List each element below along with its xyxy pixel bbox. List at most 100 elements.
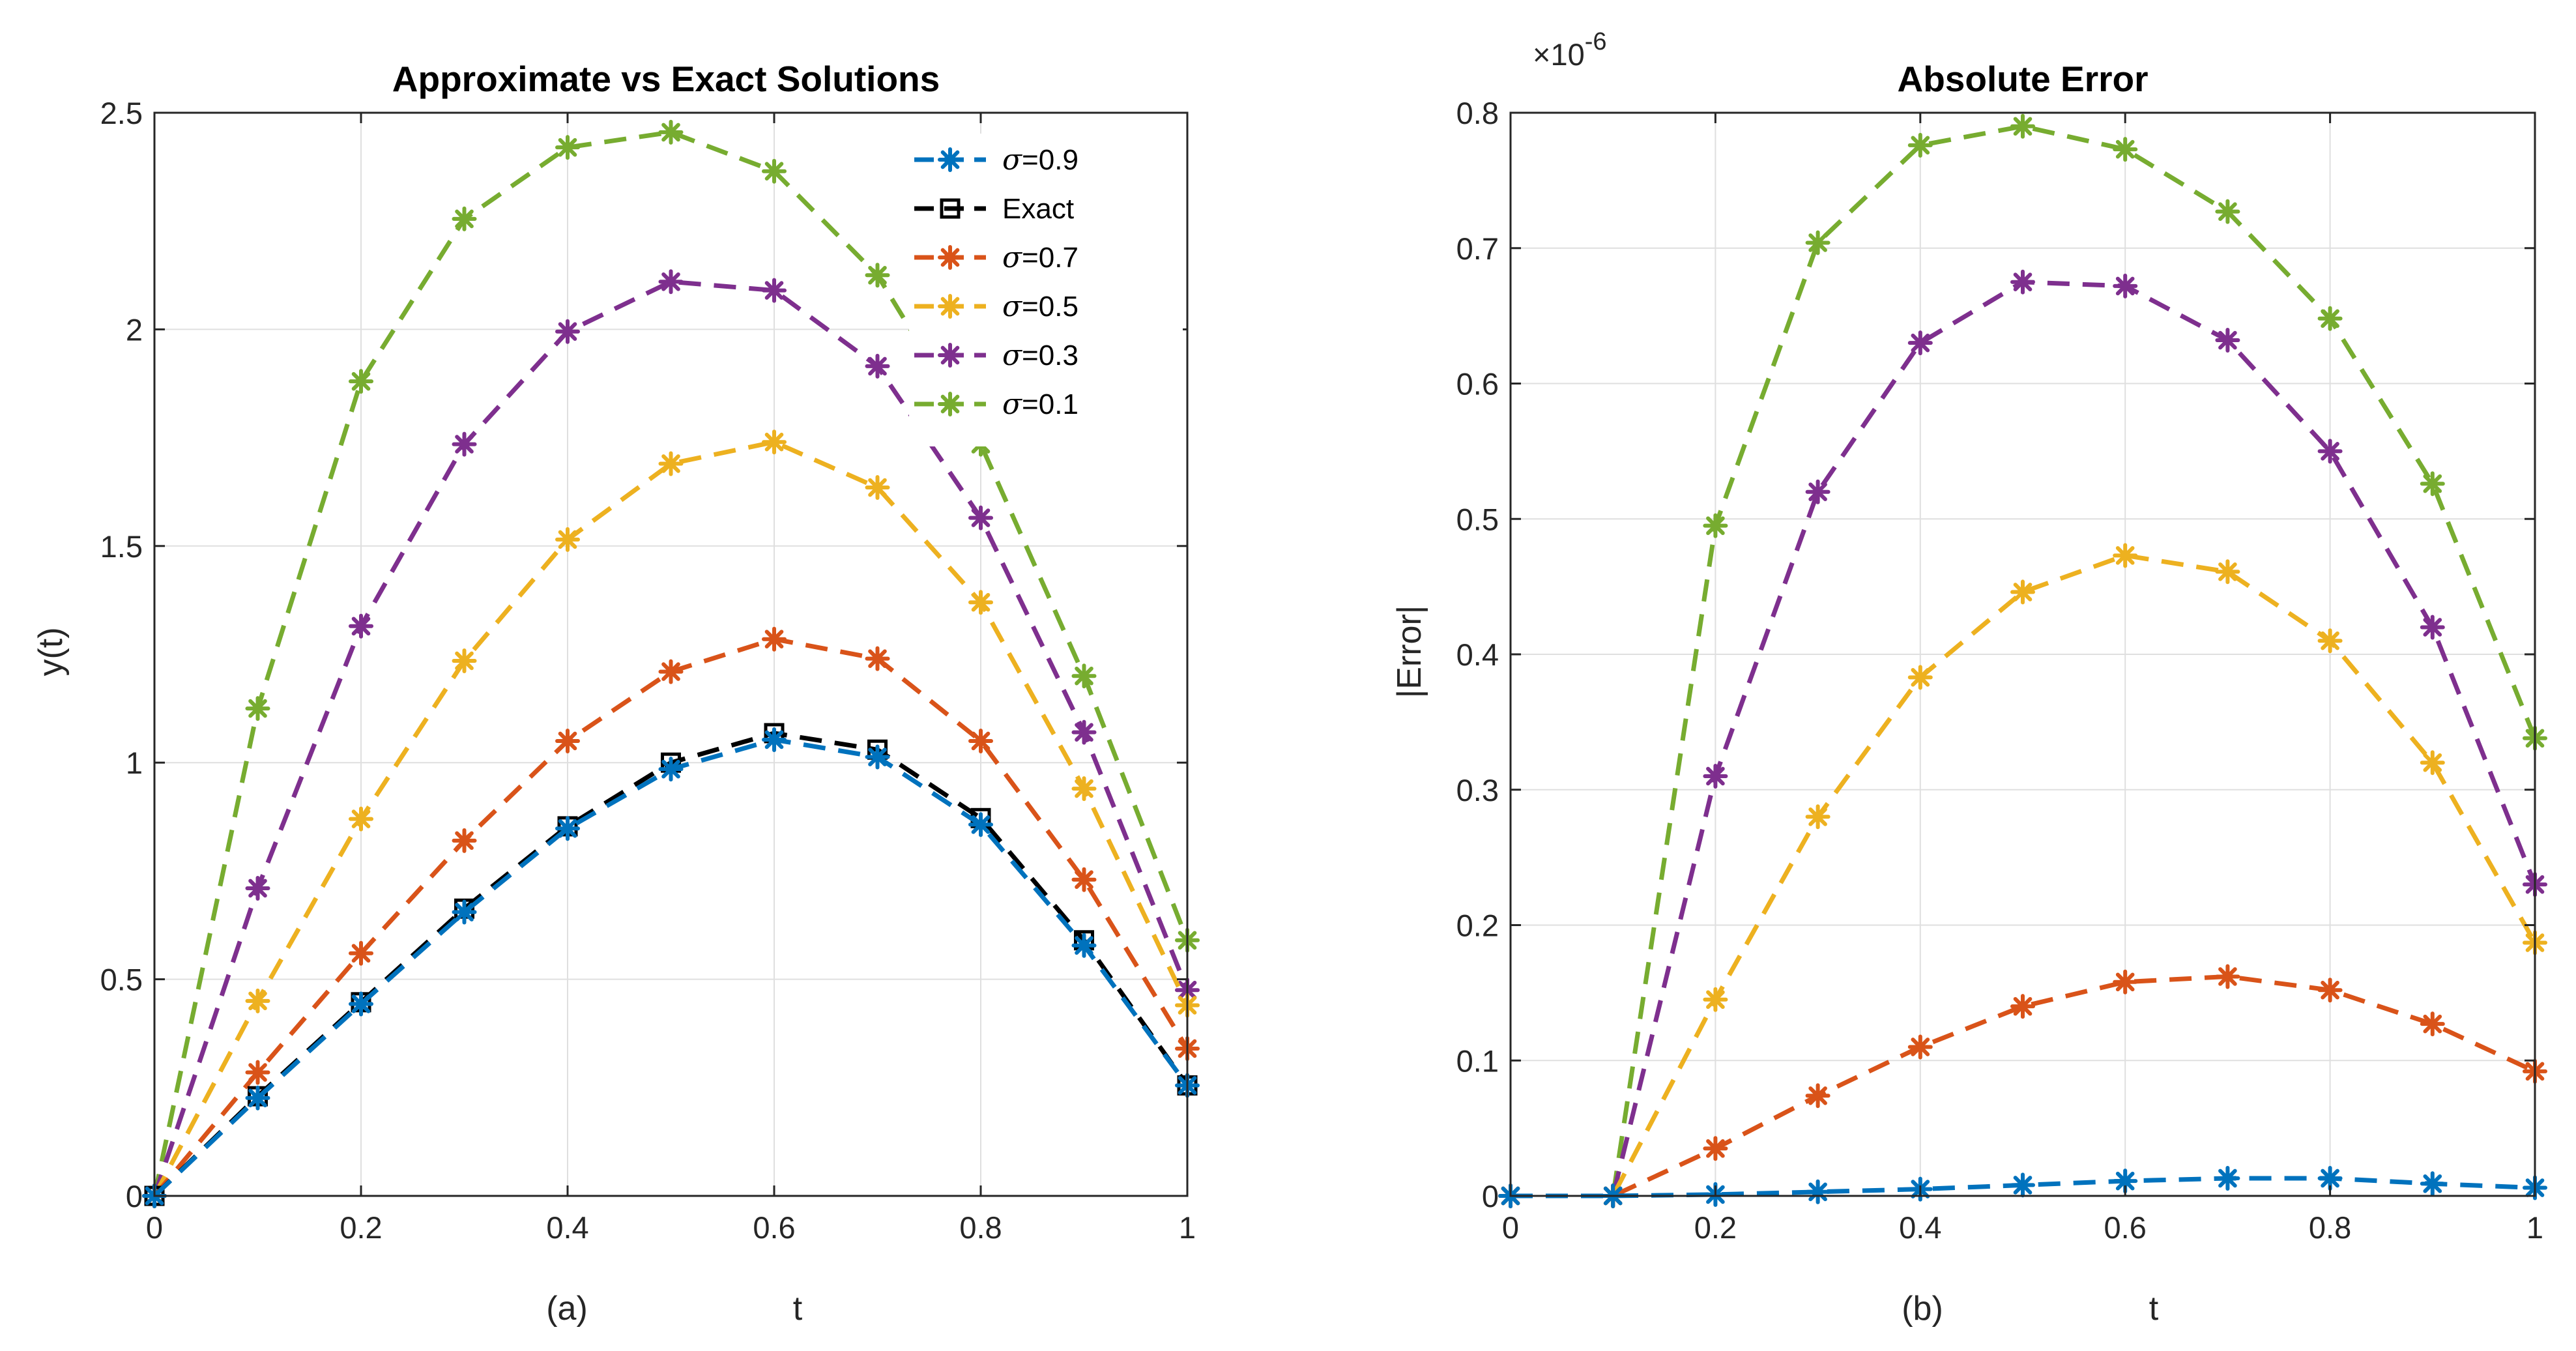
chart-a-series-3-point-4 [555,527,580,552]
chart-a-axes-box [153,111,1189,1197]
chart-a-legend-symbol-2: σ [1002,241,1023,274]
chart-a-series-4-point-4 [555,319,580,344]
chart-a-legend-symbol-3: σ [1002,290,1023,323]
chart-a-legend-value-3: =0.5 [1022,291,1078,323]
chart-b-ytick-label-5: 0.5 [1456,502,1499,536]
chart-a-series-3-point-3 [452,648,477,673]
chart-a-series-2-point-9 [1071,867,1097,892]
chart-b-y-exponent: ×10-6 [1533,28,1607,72]
chart-a-xtick-label-0: 0 [146,1210,163,1245]
chart-b-xtick-label-5: 1 [2526,1210,2543,1245]
chart-a-title: Approximate vs Exact Solutions [392,59,940,99]
chart-a-xtick-label-5: 1 [1179,1210,1196,1245]
chart-b-series-4-point-2 [1703,513,1728,538]
chart-a-xtick-label-1: 0.2 [340,1210,382,1245]
chart-b-series-2-point-4 [1907,665,1933,690]
chart-b-series-0-point-9 [2420,1171,2445,1197]
chart-b-xtick-label-0: 0 [1502,1210,1519,1245]
chart-b-series-2-point-8 [2317,628,2343,654]
chart-a-series-0-point-2 [349,991,373,1017]
chart-a-series-5-point-3 [452,206,477,231]
chart-a-series-3-point-8 [968,590,993,615]
chart-a-series-4-line [152,279,1190,1197]
chart-a-legend-symbol-4: σ [1002,339,1023,372]
chart-a-legend-label-3: σ=0.5 [1002,290,1078,323]
chart-b-xtick-label-4: 0.8 [2309,1210,2351,1245]
chart-a-ticks: 0 0.2 0.4 0.6 0.8 1 0 0.5 1 1.5 2 2.5 [100,96,1196,1245]
chart-a-series-2-point-8 [968,728,993,753]
chart-a-series-2-point-2 [349,940,373,966]
chart-a-legend-label-5: σ=0.1 [1002,388,1078,421]
chart-b-ytick-label-0: 0 [1482,1179,1499,1213]
chart-a-ytick-label-5: 2.5 [100,96,143,130]
chart-a-legend-symbol-0: σ [1002,143,1023,177]
chart-b-series-2-point-7 [2215,559,2240,585]
chart-a-legend-marker-5 [938,392,962,416]
chart-b-series-3-point-3 [1805,479,1831,504]
chart-b-series-0-point-6 [2113,1169,2138,1194]
chart-a-legend-item-5: σ=0.1 [914,388,1078,421]
chart-a-series-4-point-7 [865,353,890,379]
chart-a-legend-item-4: σ=0.3 [914,339,1078,372]
chart-a-legend-item-2: σ=0.7 [914,241,1078,274]
chart-a-legend-value-1: Exact [1002,193,1074,225]
chart-b-ylabel: |Error| [1391,605,1428,699]
chart-a-legend-label-1: Exact [1002,193,1074,225]
chart-a-series-0-point-6 [762,727,787,752]
chart-b-series-2-point-2 [1703,987,1728,1012]
chart-a-xlabel: t [793,1290,803,1328]
chart-b-series-4-point-4 [1907,132,1933,158]
chart-b-series-3-point-9 [2420,615,2445,640]
chart-b-series-1-point-5 [2010,994,2035,1019]
chart-a-series-5-point-2 [349,369,373,394]
chart-a-legend-marker-2 [938,245,962,270]
chart-b-ytick-label-7: 0.7 [1456,231,1499,266]
chart-b-xtick-label-2: 0.4 [1899,1210,1941,1245]
chart-a-series-2-point-6 [762,626,787,652]
chart-a-legend-value-5: =0.1 [1022,388,1078,420]
chart-a-legend-symbol-5: σ [1002,388,1023,421]
chart-a-legend-marker-3 [938,294,962,319]
chart-a-series-5-point-6 [762,158,787,184]
chart-b-series-0-point-8 [2317,1165,2343,1191]
chart-a-legend-box [909,134,1183,446]
chart-b-series-1-point-2 [1703,1136,1728,1161]
chart-b-xlabel: t [2149,1290,2159,1328]
chart-a-series-3-point-1 [245,988,270,1013]
chart-b-series-1-point-7 [2215,964,2240,989]
chart-a-series-3-point-9 [1071,776,1097,802]
chart-b-series-0-point-7 [2215,1165,2240,1191]
chart-b-series-4-point-8 [2317,306,2343,331]
chart-a-series-5-point-9 [1071,663,1097,689]
chart-a-series-2-point-5 [658,659,684,684]
chart-b-y-exponent-power: -6 [1585,28,1607,55]
chart-a-legend-item-1: Exact [914,193,1074,225]
chart-a-series-5-line [152,130,1190,1197]
chart-a-series-4-point-8 [968,505,993,530]
chart-b-ytick-label-6: 0.6 [1456,367,1499,401]
chart-a-series-4-point-3 [452,431,477,457]
chart-a-series-0-point-1 [245,1085,270,1111]
chart-a-series-2-point-4 [555,728,580,753]
chart-a-legend-label-4: σ=0.3 [1002,339,1078,372]
chart-a-series-5-point-1 [245,696,270,721]
chart-b-y-exponent-base: ×10 [1533,37,1585,72]
chart-a-series-5-point-5 [658,119,684,145]
chart-a-series-5-point-7 [865,263,890,288]
chart-b-series-2-point-5 [2010,579,2035,605]
chart-b-series-3-point-8 [2317,439,2343,464]
chart-b-series-4-line [1511,124,2538,1198]
chart-absolute-error: Absolute Error 0 0.2 0.4 0.6 0.8 100.10.20.30… [1391,28,2547,1328]
chart-a-xtick-label-2: 0.4 [546,1210,588,1245]
chart-a-series-2-point-7 [865,646,890,671]
chart-b-series-3-point-4 [1907,330,1933,356]
chart-a-series-4-point-6 [762,278,787,303]
chart-b-ticks: 0 0.2 0.4 0.6 0.8 1 0 0.1 0.2 0.3 0.4 0.5 0.6 0.7 0.8 [1456,96,2543,1245]
chart-a-series-3-point-7 [865,475,890,501]
chart-b-series-3-point-2 [1703,763,1728,789]
chart-a-legend-marker-1 [940,198,961,219]
chart-a-legend-value-2: =0.7 [1022,242,1078,274]
